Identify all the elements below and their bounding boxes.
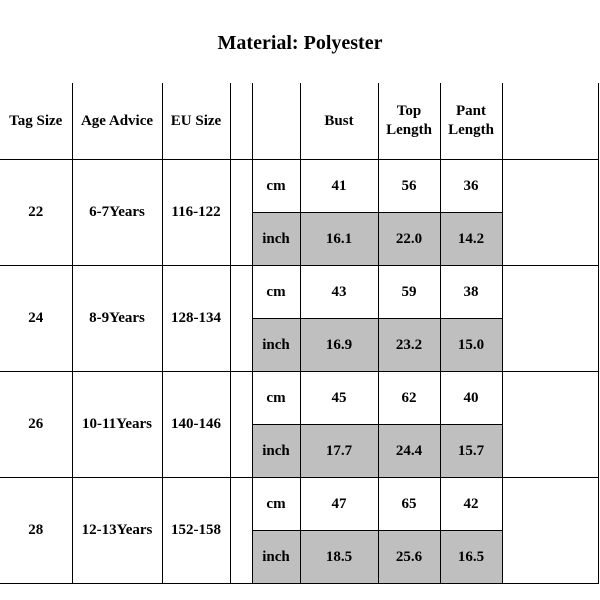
cell-tag: 28 — [0, 478, 72, 584]
cell-age: 8-9Years — [72, 266, 162, 372]
cell-tag: 24 — [0, 266, 72, 372]
page-title: Material: Polyester — [0, 0, 600, 83]
cell-unit-inch: inch — [252, 319, 300, 372]
col-tag-size: Tag Size — [0, 83, 72, 160]
cell-top-inch: 23.2 — [378, 319, 440, 372]
cell-bust-inch: 18.5 — [300, 531, 378, 584]
cell-pant-cm: 40 — [440, 372, 502, 425]
cell-tag: 22 — [0, 160, 72, 266]
cell-gap — [230, 478, 252, 584]
cell-unit-cm: cm — [252, 160, 300, 213]
cell-pant-cm: 38 — [440, 266, 502, 319]
cell-top-cm: 56 — [378, 160, 440, 213]
cell-pant-inch: 14.2 — [440, 213, 502, 266]
cell-bust-inch: 16.1 — [300, 213, 378, 266]
cell-age: 6-7Years — [72, 160, 162, 266]
cell-gap — [230, 160, 252, 266]
cell-unit-cm: cm — [252, 372, 300, 425]
cell-top-inch: 25.6 — [378, 531, 440, 584]
cell-rightpad — [502, 266, 598, 372]
col-bust: Bust — [300, 83, 378, 160]
table-row: 22 6-7Years 116-122 cm 41 56 36 — [0, 160, 598, 213]
cell-rightpad — [502, 478, 598, 584]
col-gap — [230, 83, 252, 160]
cell-pant-inch: 15.7 — [440, 425, 502, 478]
table-row: 24 8-9Years 128-134 cm 43 59 38 — [0, 266, 598, 319]
cell-pant-cm: 42 — [440, 478, 502, 531]
col-pant-length: Pant Length — [440, 83, 502, 160]
cell-bust-cm: 43 — [300, 266, 378, 319]
col-age-advice: Age Advice — [72, 83, 162, 160]
table-row: 26 10-11Years 140-146 cm 45 62 40 — [0, 372, 598, 425]
cell-pant-cm: 36 — [440, 160, 502, 213]
cell-age: 12-13Years — [72, 478, 162, 584]
cell-top-inch: 24.4 — [378, 425, 440, 478]
cell-bust-cm: 47 — [300, 478, 378, 531]
cell-eu: 116-122 — [162, 160, 230, 266]
col-top-length: Top Length — [378, 83, 440, 160]
table-header-row: Tag Size Age Advice EU Size Bust Top Len… — [0, 83, 598, 160]
cell-gap — [230, 372, 252, 478]
cell-unit-inch: inch — [252, 425, 300, 478]
table-row: 28 12-13Years 152-158 cm 47 65 42 — [0, 478, 598, 531]
cell-bust-inch: 17.7 — [300, 425, 378, 478]
cell-eu: 128-134 — [162, 266, 230, 372]
col-eu-size: EU Size — [162, 83, 230, 160]
cell-unit-inch: inch — [252, 531, 300, 584]
size-table: Tag Size Age Advice EU Size Bust Top Len… — [0, 83, 599, 584]
cell-unit-inch: inch — [252, 213, 300, 266]
cell-rightpad — [502, 160, 598, 266]
cell-tag: 26 — [0, 372, 72, 478]
col-rightpad — [502, 83, 598, 160]
cell-age: 10-11Years — [72, 372, 162, 478]
cell-top-inch: 22.0 — [378, 213, 440, 266]
cell-top-cm: 65 — [378, 478, 440, 531]
cell-gap — [230, 266, 252, 372]
cell-rightpad — [502, 372, 598, 478]
cell-bust-inch: 16.9 — [300, 319, 378, 372]
cell-top-cm: 62 — [378, 372, 440, 425]
cell-eu: 140-146 — [162, 372, 230, 478]
col-unit — [252, 83, 300, 160]
cell-eu: 152-158 — [162, 478, 230, 584]
cell-top-cm: 59 — [378, 266, 440, 319]
cell-bust-cm: 41 — [300, 160, 378, 213]
cell-unit-cm: cm — [252, 266, 300, 319]
page: { "title": "Material: Polyester", "heade… — [0, 0, 600, 600]
cell-pant-inch: 15.0 — [440, 319, 502, 372]
cell-bust-cm: 45 — [300, 372, 378, 425]
cell-pant-inch: 16.5 — [440, 531, 502, 584]
cell-unit-cm: cm — [252, 478, 300, 531]
